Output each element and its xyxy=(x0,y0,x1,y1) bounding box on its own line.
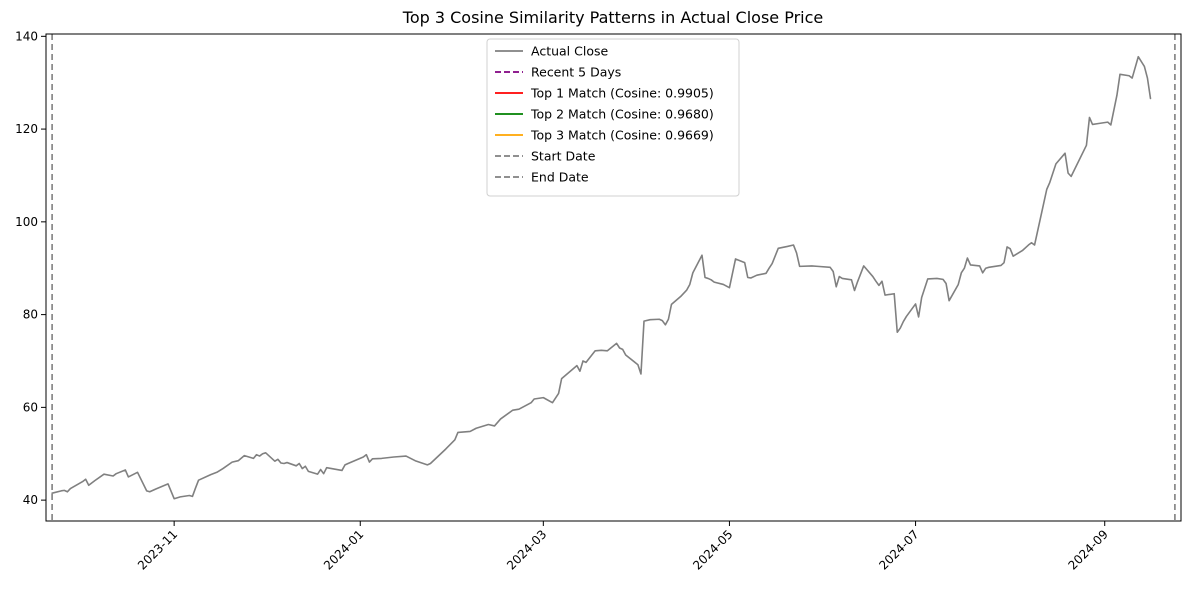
y-tick-label: 80 xyxy=(23,308,38,322)
legend-label: Actual Close xyxy=(531,44,608,59)
plot-area xyxy=(51,34,1176,521)
series-line-actual-close xyxy=(51,55,1152,500)
legend-label: Top 3 Match (Cosine: 0.9669) xyxy=(530,128,714,143)
legend-label: End Date xyxy=(531,170,589,185)
x-tick-label: 2024-07 xyxy=(876,527,921,572)
x-tick-label: 2024-03 xyxy=(504,527,549,572)
legend-box xyxy=(486,38,740,197)
legend-label: Top 1 Match (Cosine: 0.9905) xyxy=(530,86,714,101)
axes-frame xyxy=(45,33,1182,522)
y-tick-label: 140 xyxy=(15,29,38,43)
x-tick-label: 2024-05 xyxy=(690,527,735,572)
chart-title: Top 3 Cosine Similarity Patterns in Actu… xyxy=(402,8,823,27)
y-axis: 40 60 80 100 120 140 xyxy=(15,29,46,507)
y-tick-label: 60 xyxy=(23,400,38,414)
x-tick-label: 2023-11 xyxy=(135,527,180,572)
y-tick-label: 40 xyxy=(23,493,38,507)
legend-label: Top 2 Match (Cosine: 0.9680) xyxy=(530,107,714,122)
x-tick-label: 2024-09 xyxy=(1065,527,1110,572)
legend-label: Start Date xyxy=(531,149,596,164)
y-tick-label: 120 xyxy=(15,122,38,136)
x-axis: 2023-11 2024-01 2024-03 2024-05 2024-07 2024-… xyxy=(135,521,1111,573)
x-tick-label: 2024-01 xyxy=(321,527,366,572)
legend: Actual Close Recent 5 Days Top 1 Match (Co… xyxy=(486,38,740,197)
y-tick-label: 100 xyxy=(15,215,38,229)
legend-label: Recent 5 Days xyxy=(531,65,621,80)
